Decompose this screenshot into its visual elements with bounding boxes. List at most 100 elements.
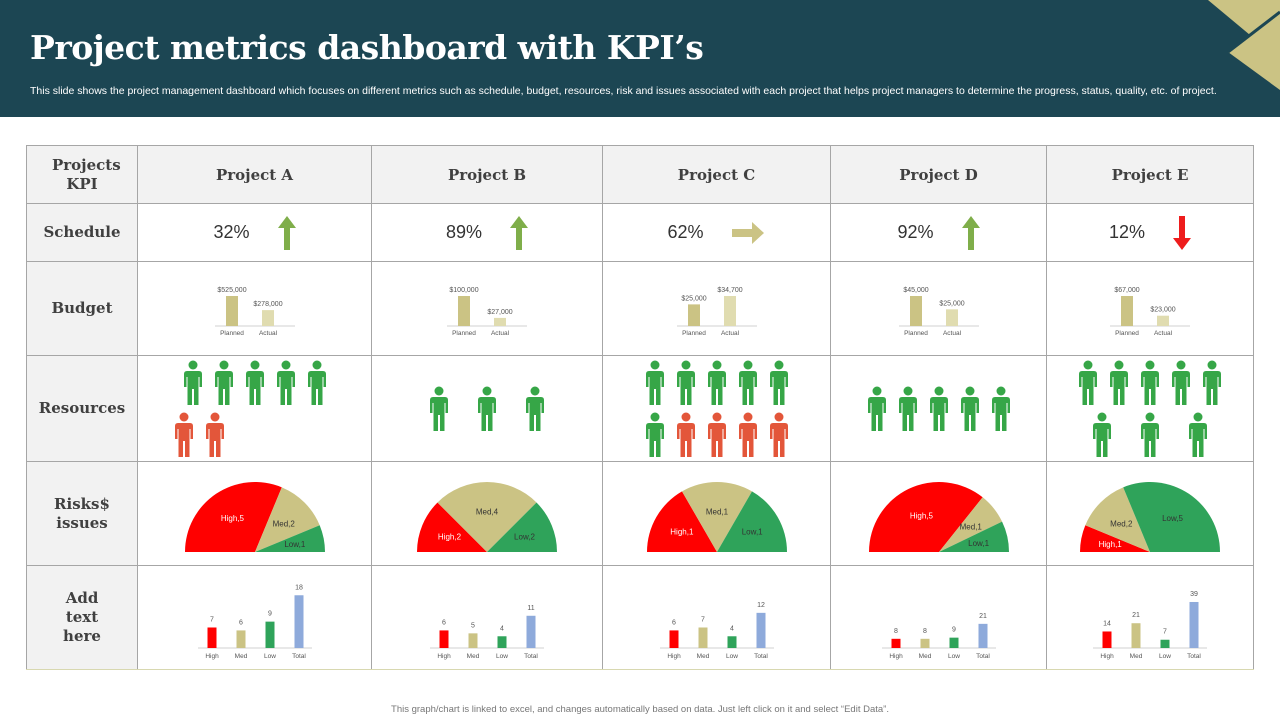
issues-bar-chart: 14 High 21 Med 7 Low 39 Total bbox=[1093, 590, 1207, 660]
budget-axis-label: Actual bbox=[258, 330, 277, 337]
row-label-risks: Risks$ issues bbox=[26, 461, 138, 566]
issues-cell: 14 High 21 Med 7 Low 39 Total bbox=[1046, 565, 1254, 670]
issues-bar-low bbox=[727, 635, 736, 648]
risk-slice-med bbox=[681, 481, 752, 552]
person-icon bbox=[430, 386, 448, 431]
budget-axis-label: Actual bbox=[942, 330, 961, 337]
issues-cell: 7 High 6 Med 9 Low 18 Total bbox=[137, 565, 372, 670]
issues-axis-label: Low bbox=[726, 653, 738, 660]
budget-bar-actual bbox=[723, 295, 736, 326]
budget-axis-label: Planned bbox=[452, 330, 476, 337]
person-icon bbox=[1079, 360, 1097, 405]
person-icon bbox=[991, 386, 1010, 431]
budget-bar-actual bbox=[945, 308, 958, 326]
issues-axis-label: Med bbox=[1130, 653, 1143, 660]
issues-value-label: 5 bbox=[471, 622, 475, 629]
person-icon bbox=[1093, 412, 1111, 457]
person-icon bbox=[738, 360, 757, 405]
budget-cell: $45,000 Planned $25,000 Actual bbox=[830, 261, 1047, 356]
budget-value-label: $23,000 bbox=[1150, 306, 1175, 313]
issues-bar-chart: 7 High 6 Med 9 Low 18 Total bbox=[197, 584, 312, 660]
budget-chart: $45,000 Planned $25,000 Actual bbox=[898, 287, 979, 337]
budget-value-label: $100,000 bbox=[449, 287, 478, 294]
issues-axis-label: Low bbox=[264, 653, 276, 660]
trend-up-arrow-icon bbox=[277, 215, 296, 250]
risk-slice-label: Low,5 bbox=[1162, 514, 1183, 523]
risk-slice-label: High,2 bbox=[438, 532, 462, 541]
person-icon bbox=[276, 360, 295, 405]
issues-value-label: 4 bbox=[500, 625, 504, 632]
resources-cell bbox=[602, 355, 831, 462]
issues-value-label: 7 bbox=[701, 616, 705, 623]
risk-slice-label: High,5 bbox=[220, 514, 244, 523]
resource-people bbox=[372, 386, 602, 432]
person-icon bbox=[707, 360, 726, 405]
budget-bar-planned bbox=[687, 303, 700, 326]
person-icon bbox=[645, 412, 664, 457]
issues-value-label: 12 bbox=[757, 601, 765, 608]
budget-chart: $67,000 Planned $23,000 Actual bbox=[1110, 287, 1190, 337]
row-label-risks-text: Risks$ issues bbox=[54, 494, 110, 532]
resources-cell bbox=[137, 355, 372, 462]
risk-slice-label: High,1 bbox=[670, 527, 694, 536]
budget-cell: $100,000 Planned $27,000 Actual bbox=[371, 261, 603, 356]
schedule-cell: 89% bbox=[371, 203, 603, 262]
issues-cell: 8 High 8 Med 9 Low 21 Total bbox=[830, 565, 1047, 670]
person-icon bbox=[929, 386, 948, 431]
budget-bar-planned bbox=[458, 295, 470, 326]
schedule-cell: 92% bbox=[830, 203, 1047, 262]
budget-axis-label: Planned bbox=[1115, 330, 1139, 337]
budget-axis-label: Actual bbox=[720, 330, 739, 337]
project-header: Project A bbox=[137, 145, 372, 204]
corner-decoration bbox=[1208, 0, 1280, 90]
budget-value-label: $25,000 bbox=[681, 295, 706, 302]
risks-cell: High,1 Med,2 Low,5 bbox=[1046, 461, 1254, 566]
row-label-schedule: Schedule bbox=[26, 203, 138, 262]
resource-people bbox=[603, 360, 830, 458]
issues-value-label: 8 bbox=[923, 627, 927, 634]
budget-bar-actual bbox=[1157, 315, 1169, 326]
issues-axis-label: High bbox=[667, 653, 681, 660]
person-icon bbox=[478, 386, 496, 431]
issues-bar-high bbox=[1102, 630, 1112, 648]
people-row bbox=[372, 386, 602, 432]
page-title: Project metrics dashboard with KPI’s bbox=[30, 28, 704, 67]
issues-axis-label: Low bbox=[948, 653, 960, 660]
resource-people bbox=[831, 386, 1046, 432]
person-icon bbox=[245, 360, 264, 405]
issues-axis-label: High bbox=[889, 653, 903, 660]
risk-slice-med bbox=[437, 481, 537, 552]
issues-bar-total bbox=[1189, 601, 1199, 648]
project-header: Project B bbox=[371, 145, 603, 204]
issues-value-label: 8 bbox=[894, 627, 898, 634]
people-row bbox=[831, 386, 1046, 432]
people-row bbox=[603, 412, 830, 458]
issues-bar-chart: 8 High 8 Med 9 Low 21 Total bbox=[881, 612, 996, 660]
person-icon bbox=[526, 386, 544, 431]
trend-up-arrow-icon bbox=[510, 215, 529, 250]
resources-cell bbox=[1046, 355, 1254, 462]
risks-cell: High,1 Med,1 Low,1 bbox=[602, 461, 831, 566]
issues-bar-med bbox=[1131, 622, 1141, 648]
risk-slice-high bbox=[646, 490, 717, 552]
person-icon bbox=[214, 360, 233, 405]
schedule-percent: 62% bbox=[667, 222, 704, 242]
risk-slice-label: Med,2 bbox=[272, 519, 295, 528]
person-icon bbox=[960, 386, 979, 431]
risk-slice-low bbox=[487, 502, 557, 552]
risk-gauge-chart: High,1 Med,2 Low,5 bbox=[1080, 481, 1220, 552]
budget-value-label: $27,000 bbox=[487, 308, 512, 315]
issues-bar-low bbox=[497, 635, 507, 648]
issues-value-label: 6 bbox=[672, 619, 676, 626]
issues-bar-high bbox=[669, 629, 678, 648]
budget-cell: $67,000 Planned $23,000 Actual bbox=[1046, 261, 1254, 356]
people-row bbox=[138, 412, 371, 458]
issues-bar-low bbox=[949, 637, 958, 648]
issues-bar-total bbox=[756, 612, 765, 648]
corner-header: Projects KPI bbox=[26, 145, 138, 204]
project-header: Project E bbox=[1046, 145, 1254, 204]
issues-cell: 6 High 5 Med 4 Low 11 Total bbox=[371, 565, 603, 670]
schedule-percent: 92% bbox=[897, 222, 934, 242]
risk-slice-low bbox=[254, 524, 325, 552]
